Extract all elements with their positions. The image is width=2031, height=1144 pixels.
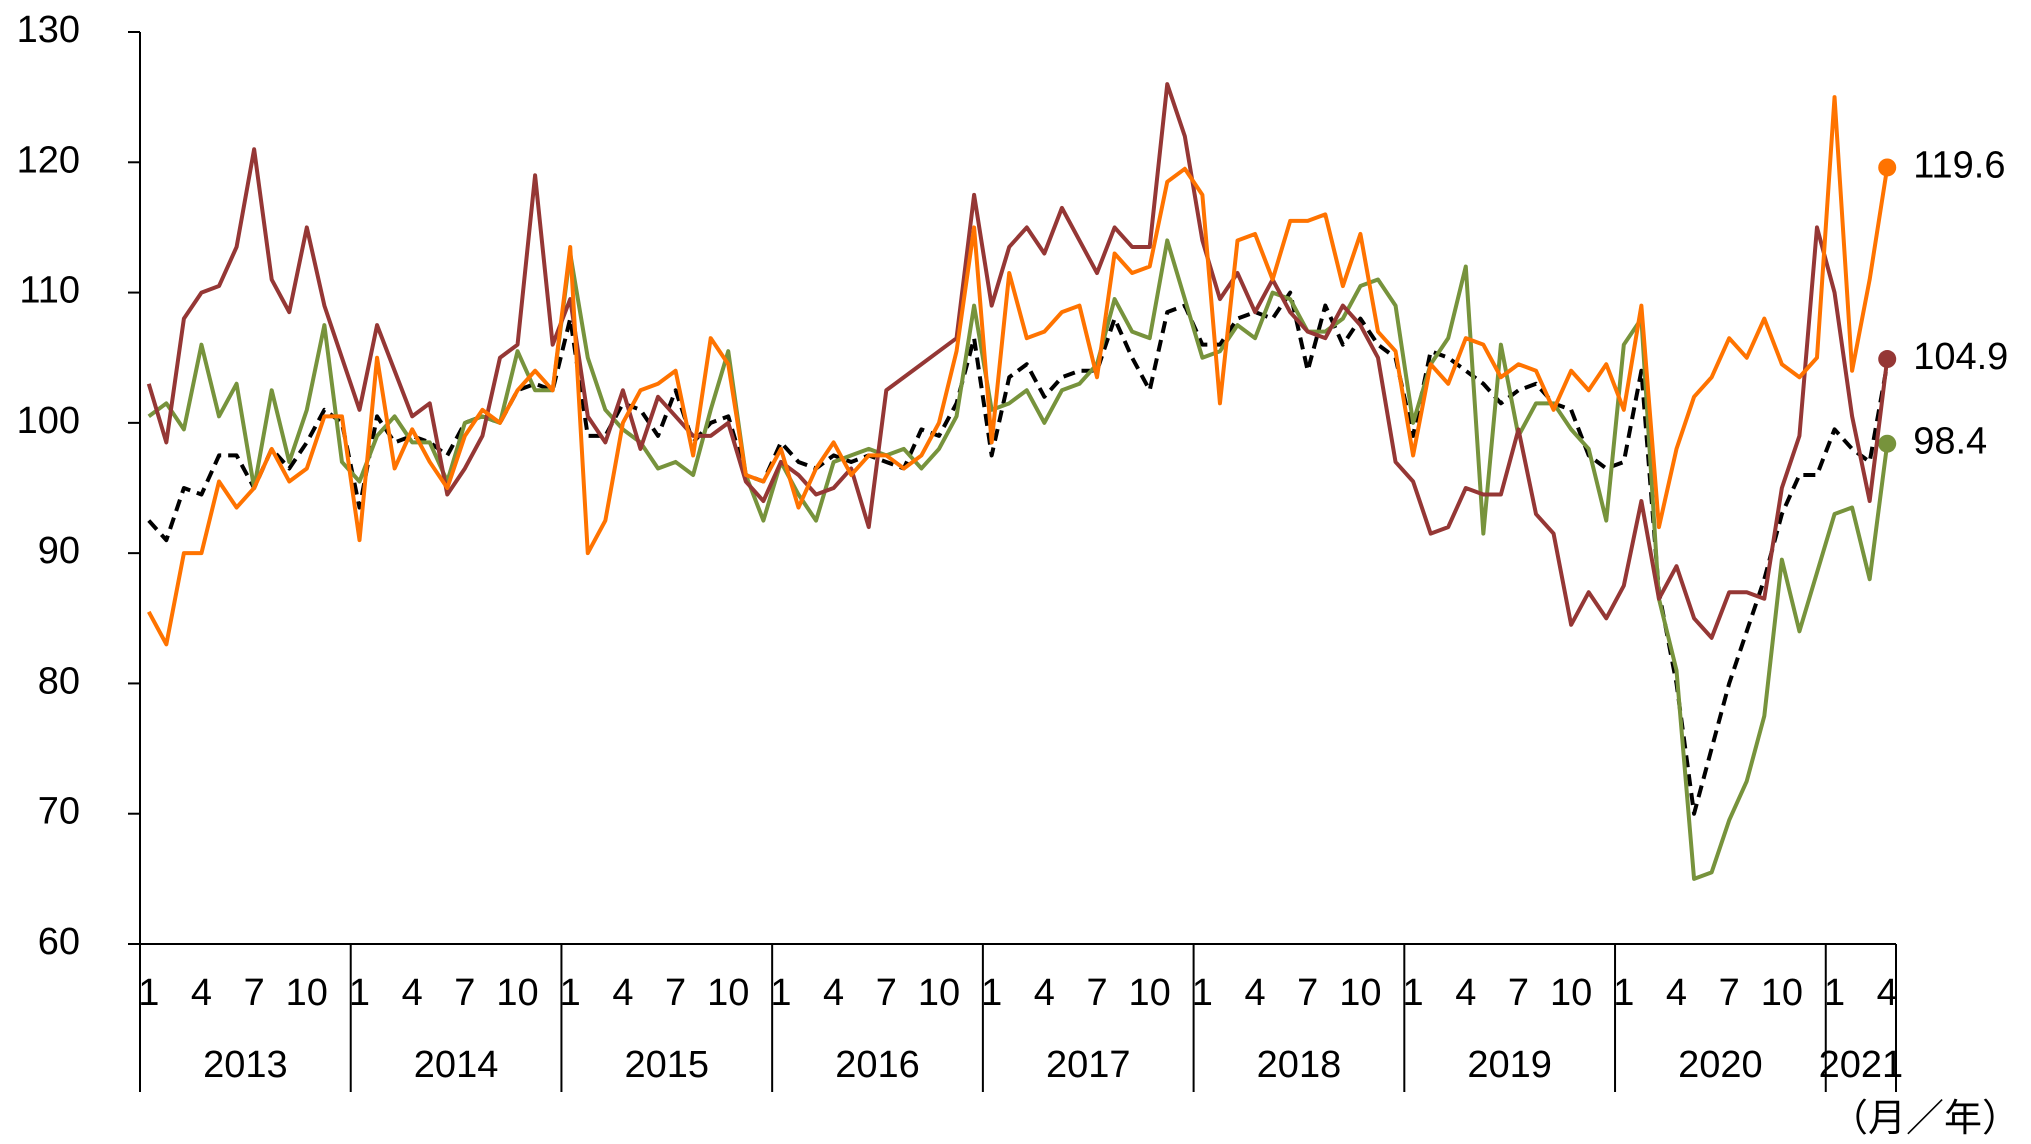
x-tick-label: 1 — [138, 972, 159, 1014]
x-tick-label: 4 — [823, 972, 844, 1014]
x-tick-label: 4 — [1034, 972, 1055, 1014]
x-tick-label: 1 — [981, 972, 1002, 1014]
year-label: 2019 — [1467, 1044, 1552, 1086]
x-tick-label: 1 — [1613, 972, 1634, 1014]
y-tick-label: 80 — [38, 660, 80, 702]
x-tick-label: 7 — [1508, 972, 1529, 1014]
x-tick-label: 7 — [1719, 972, 1740, 1014]
x-tick-label: 4 — [1455, 972, 1476, 1014]
x-tick-label: 4 — [402, 972, 423, 1014]
x-tick-label: 7 — [1086, 972, 1107, 1014]
x-tick-label: 4 — [1666, 972, 1687, 1014]
y-tick-label: 120 — [17, 139, 80, 181]
end-point — [1878, 434, 1897, 453]
year-label: 2018 — [1257, 1044, 1342, 1086]
x-tick-label: 1 — [770, 972, 791, 1014]
series-line — [147, 290, 1890, 816]
end-point — [1878, 350, 1897, 369]
y-tick-label: 100 — [17, 400, 80, 442]
x-tick-label: 1 — [1824, 972, 1845, 1014]
x-tick-label: 1 — [1403, 972, 1424, 1014]
end-label: 104.9 — [1913, 336, 2008, 378]
x-tick-label: 10 — [1550, 972, 1592, 1014]
y-tick-label: 60 — [38, 921, 80, 963]
year-label: 2014 — [414, 1044, 499, 1086]
x-tick-label: 1 — [349, 972, 370, 1014]
x-tick-label: 7 — [454, 972, 475, 1014]
x-tick-label: 10 — [1129, 972, 1171, 1014]
series-line — [146, 82, 1890, 640]
x-tick-label: 10 — [707, 972, 749, 1014]
year-label: 2021 — [1819, 1044, 1904, 1086]
year-label: 2020 — [1678, 1044, 1763, 1086]
x-tick-label: 10 — [1339, 972, 1381, 1014]
end-label: 98.4 — [1913, 421, 1987, 463]
x-tick-label: 10 — [286, 972, 328, 1014]
x-tick-label: 7 — [1297, 972, 1318, 1014]
x-tick-label: 1 — [560, 972, 581, 1014]
year-label: 2016 — [835, 1044, 920, 1086]
series-line — [147, 95, 1890, 647]
x-tick-label: 10 — [918, 972, 960, 1014]
y-tick-label: 70 — [38, 791, 80, 833]
x-tick-label: 4 — [612, 972, 633, 1014]
year-label: 2017 — [1046, 1044, 1131, 1086]
year-label: 2015 — [625, 1044, 710, 1086]
x-tick-label: 10 — [1761, 972, 1803, 1014]
end-label: 119.6 — [1913, 145, 2005, 187]
x-tick-label: 7 — [876, 972, 897, 1014]
x-tick-label: 4 — [1877, 972, 1898, 1014]
x-tick-label: 1 — [1192, 972, 1213, 1014]
series-line — [147, 238, 1890, 881]
x-tick-label: 7 — [665, 972, 686, 1014]
y-tick-label: 110 — [19, 270, 80, 312]
end-point — [1878, 158, 1897, 177]
x-tick-label: 10 — [496, 972, 538, 1014]
x-axis-label: （月／年） — [1830, 1098, 2020, 1140]
x-tick-label: 7 — [244, 972, 265, 1014]
x-tick-label: 4 — [1244, 972, 1265, 1014]
y-tick-label: 130 — [17, 9, 80, 51]
year-label: 2013 — [203, 1044, 288, 1086]
y-tick-label: 90 — [38, 530, 80, 572]
x-tick-label: 4 — [191, 972, 212, 1014]
